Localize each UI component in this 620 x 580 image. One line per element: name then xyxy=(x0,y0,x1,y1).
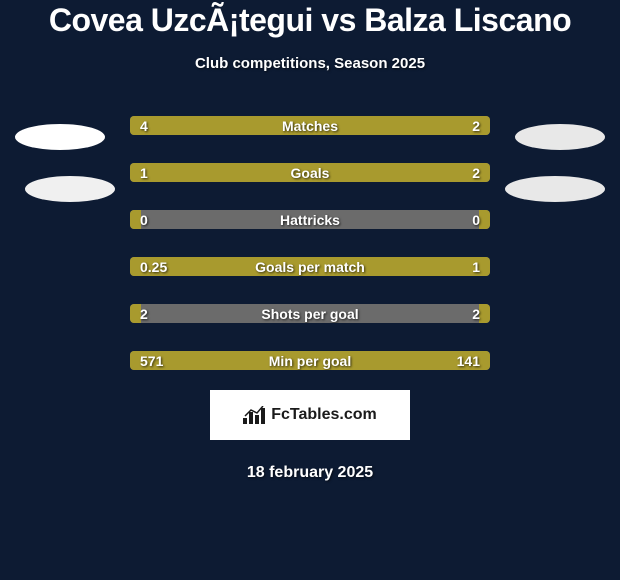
stat-label: Goals xyxy=(291,165,330,181)
stat-label: Min per goal xyxy=(269,353,351,369)
value-right: 141 xyxy=(457,353,480,369)
brand-text: FcTables.com xyxy=(271,406,377,424)
value-left: 0.25 xyxy=(140,259,167,275)
page-title: Covea UzcÃ¡tegui vs Balza Liscano xyxy=(49,2,571,39)
stat-row-goals: 1 Goals 2 xyxy=(130,163,490,182)
bar-right xyxy=(249,163,490,182)
value-left: 1 xyxy=(140,165,148,181)
value-left: 0 xyxy=(140,212,148,228)
value-right: 2 xyxy=(472,306,480,322)
stat-row-goals-per-match: 0.25 Goals per match 1 xyxy=(130,257,490,276)
value-right: 2 xyxy=(472,118,480,134)
value-left: 4 xyxy=(140,118,148,134)
bars-chart-icon xyxy=(243,406,265,424)
bar-right xyxy=(479,304,490,323)
brand-badge: FcTables.com xyxy=(210,390,410,440)
value-left: 2 xyxy=(140,306,148,322)
stats-list: 4 Matches 2 1 Goals 2 0 Hattricks 0 0.25… xyxy=(0,116,620,370)
stat-label: Matches xyxy=(282,118,338,134)
stat-label: Hattricks xyxy=(280,212,340,228)
stat-label: Shots per goal xyxy=(261,306,358,322)
stat-row-hattricks: 0 Hattricks 0 xyxy=(130,210,490,229)
value-right: 2 xyxy=(472,165,480,181)
value-right: 1 xyxy=(472,259,480,275)
comparison-infographic: Covea UzcÃ¡tegui vs Balza Liscano Club c… xyxy=(0,0,620,580)
stat-label: Goals per match xyxy=(255,259,365,275)
stat-row-shots-per-goal: 2 Shots per goal 2 xyxy=(130,304,490,323)
value-left: 571 xyxy=(140,353,163,369)
page-subtitle: Club competitions, Season 2025 xyxy=(195,55,425,72)
date-label: 18 february 2025 xyxy=(247,464,373,482)
stat-row-matches: 4 Matches 2 xyxy=(130,116,490,135)
value-right: 0 xyxy=(472,212,480,228)
bar-right xyxy=(479,210,490,229)
stat-row-min-per-goal: 571 Min per goal 141 xyxy=(130,351,490,370)
